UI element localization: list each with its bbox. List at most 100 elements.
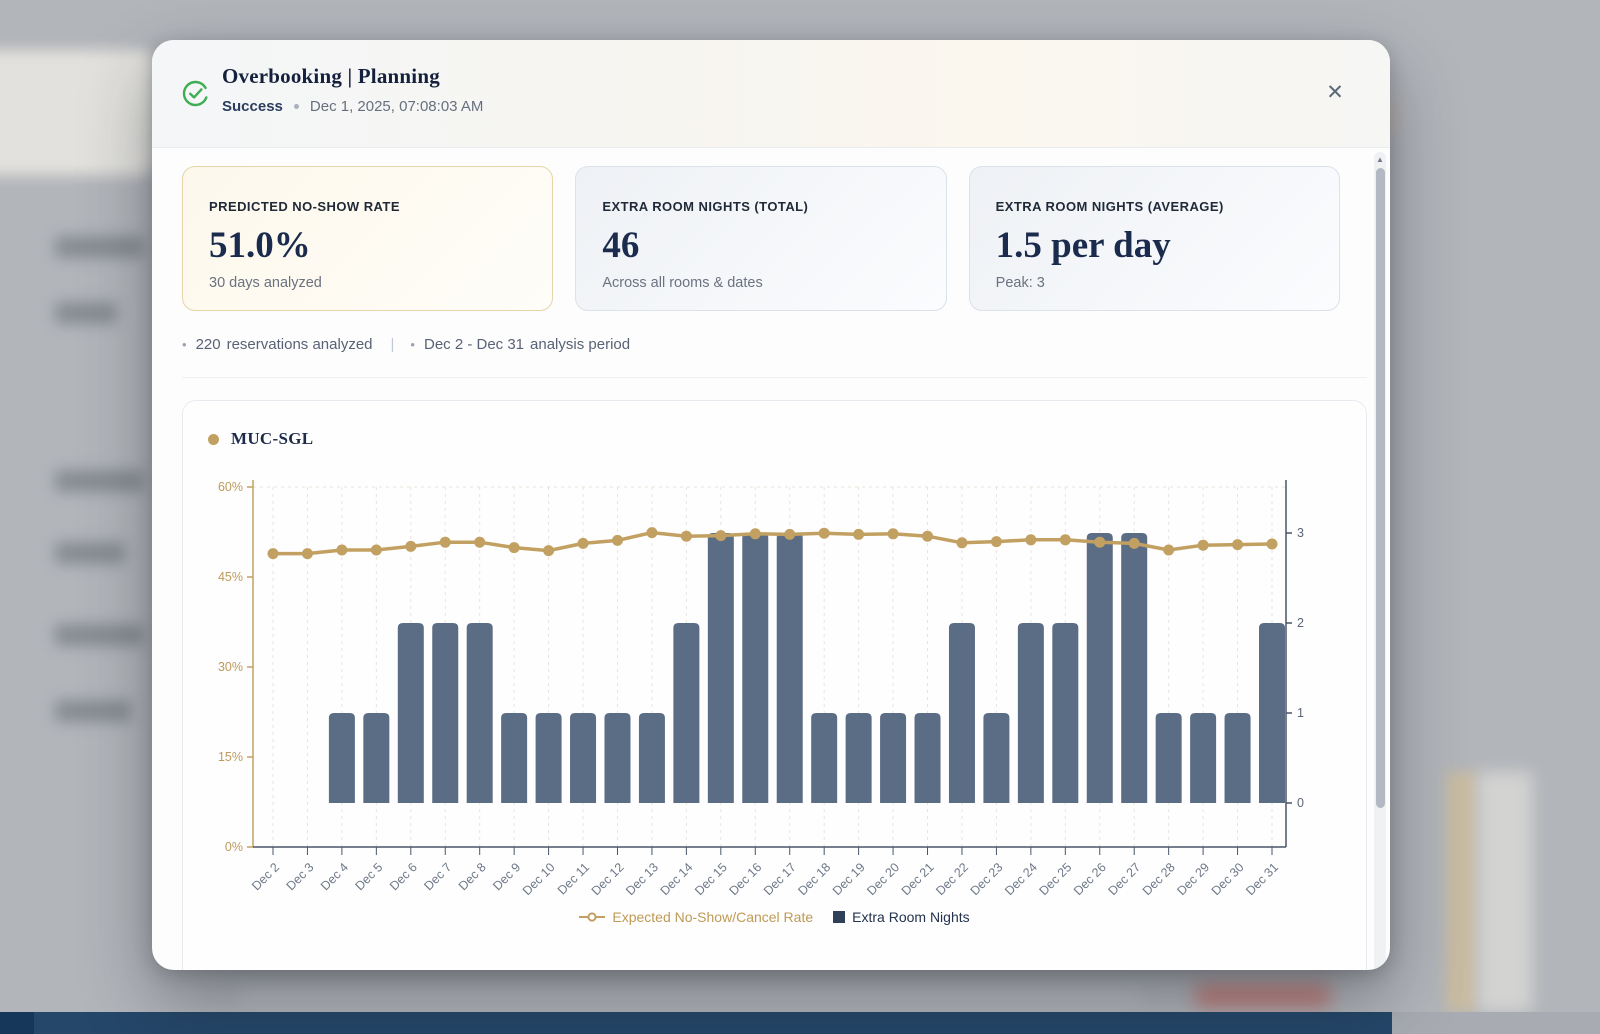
line-point	[715, 530, 727, 542]
svg-text:Dec 26: Dec 26	[1071, 860, 1109, 898]
svg-text:Dec 28: Dec 28	[1140, 860, 1178, 898]
bar	[1052, 623, 1079, 803]
stat-label: EXTRA ROOM NIGHTS (AVERAGE)	[995, 199, 1224, 214]
stat-card-extra-nights-average: EXTRA ROOM NIGHTS (AVERAGE) 1.5 per day …	[968, 166, 1340, 311]
bar	[1155, 713, 1182, 803]
line-point	[887, 528, 899, 540]
svg-text:30%: 30%	[218, 660, 243, 674]
line-point	[680, 530, 692, 542]
bar	[1086, 533, 1113, 803]
overbooking-planning-dialog: Overbooking | Planning Success Dec 1, 20…	[152, 40, 1390, 970]
bullet-icon: •	[182, 337, 187, 352]
line-point	[749, 528, 761, 540]
svg-text:Dec 3: Dec 3	[284, 860, 317, 893]
svg-text:Dec 16: Dec 16	[726, 860, 764, 898]
svg-text:45%: 45%	[218, 570, 243, 584]
bar	[363, 713, 390, 803]
close-icon: ✕	[1326, 81, 1344, 104]
bar	[501, 713, 528, 803]
line-point	[370, 544, 382, 556]
reservations-count: 220	[195, 336, 221, 353]
bar	[638, 713, 665, 803]
backdrop-blurred-row	[55, 236, 143, 258]
line-point	[990, 536, 1002, 548]
line-point	[818, 527, 830, 539]
svg-text:Dec 25: Dec 25	[1037, 860, 1075, 898]
svg-text:Dec 4: Dec 4	[318, 860, 351, 893]
stat-value: 46	[602, 225, 640, 266]
stat-subtext: Peak: 3	[995, 275, 1045, 291]
bar	[432, 623, 459, 803]
line-point	[1025, 534, 1037, 546]
vertical-scrollbar[interactable]: ▲	[1374, 152, 1386, 970]
status-badge: Success	[222, 98, 283, 115]
bar	[397, 623, 424, 803]
bar	[707, 533, 734, 803]
stat-card-extra-nights-total: EXTRA ROOM NIGHTS (TOTAL) 46 Across all …	[575, 166, 947, 311]
svg-text:Dec 21: Dec 21	[899, 860, 937, 898]
stat-card-no-show-rate: PREDICTED NO-SHOW RATE 51.0% 30 days ana…	[182, 166, 554, 311]
stats-row: PREDICTED NO-SHOW RATE 51.0% 30 days ana…	[182, 166, 1340, 311]
line-point	[405, 540, 417, 552]
bar	[1017, 623, 1044, 803]
svg-text:Dec 23: Dec 23	[968, 860, 1006, 898]
backdrop-bottom-bar	[0, 1012, 1600, 1034]
legend-item-no-show-rate[interactable]: Expected No-Show/Cancel Rate	[579, 909, 813, 925]
line-point	[853, 528, 865, 540]
line-point	[646, 527, 658, 539]
bar	[328, 713, 355, 803]
close-button[interactable]: ✕	[1320, 78, 1350, 108]
svg-text:0: 0	[1297, 796, 1304, 810]
bullet-icon: •	[410, 337, 415, 352]
line-point	[439, 536, 451, 548]
dialog-body: PREDICTED NO-SHOW RATE 51.0% 30 days ana…	[152, 148, 1390, 970]
legend-label: Expected No-Show/Cancel Rate	[612, 909, 814, 925]
line-point	[1266, 538, 1278, 550]
bar	[776, 533, 803, 803]
svg-text:Dec 30: Dec 30	[1209, 860, 1247, 898]
dialog-title: Overbooking | Planning	[222, 64, 440, 88]
bar	[1190, 713, 1217, 803]
legend-item-extra-room-nights[interactable]: Extra Room Nights	[833, 909, 970, 925]
line-point	[1163, 544, 1175, 556]
svg-text:Dec 24: Dec 24	[1002, 860, 1040, 898]
svg-text:Dec 22: Dec 22	[933, 860, 971, 898]
bar	[570, 713, 597, 803]
bar	[880, 713, 907, 803]
svg-text:Dec 15: Dec 15	[692, 860, 730, 898]
line-point	[1232, 539, 1244, 551]
bar	[1121, 533, 1148, 803]
reservations-label: reservations analyzed	[226, 336, 373, 353]
backdrop-blurred-card	[0, 50, 155, 175]
stat-value: 1.5 per day	[995, 225, 1171, 266]
svg-text:Dec 7: Dec 7	[421, 860, 454, 893]
backdrop-blurred-row	[55, 302, 117, 324]
bar	[811, 713, 838, 803]
series-dot-icon	[208, 433, 219, 445]
svg-text:1: 1	[1297, 706, 1304, 720]
scrollbar-thumb[interactable]	[1375, 168, 1385, 808]
svg-text:Dec 8: Dec 8	[456, 860, 489, 893]
svg-text:2: 2	[1297, 616, 1304, 630]
bar	[673, 623, 700, 803]
line-point	[956, 537, 968, 549]
scrollbar-up-arrow-icon[interactable]: ▲	[1376, 155, 1384, 164]
bar-series-marker-icon	[833, 911, 846, 923]
backdrop-blurred-button	[1195, 984, 1330, 1008]
bar	[1224, 713, 1251, 803]
line-point	[474, 536, 486, 548]
stat-label: PREDICTED NO-SHOW RATE	[209, 199, 400, 214]
bar	[466, 623, 493, 803]
bar	[914, 713, 941, 803]
legend-label: Extra Room Nights	[852, 909, 970, 925]
backdrop-blurred-row	[55, 470, 143, 492]
svg-text:Dec 14: Dec 14	[658, 860, 696, 898]
svg-text:60%: 60%	[218, 480, 243, 494]
line-point	[301, 548, 313, 560]
dialog-header: Overbooking | Planning Success Dec 1, 20…	[152, 40, 1390, 148]
stat-subtext: Across all rooms & dates	[602, 275, 763, 291]
svg-text:Dec 31: Dec 31	[1243, 860, 1281, 898]
svg-text:Dec 17: Dec 17	[761, 860, 799, 898]
svg-text:Dec 13: Dec 13	[623, 860, 661, 898]
